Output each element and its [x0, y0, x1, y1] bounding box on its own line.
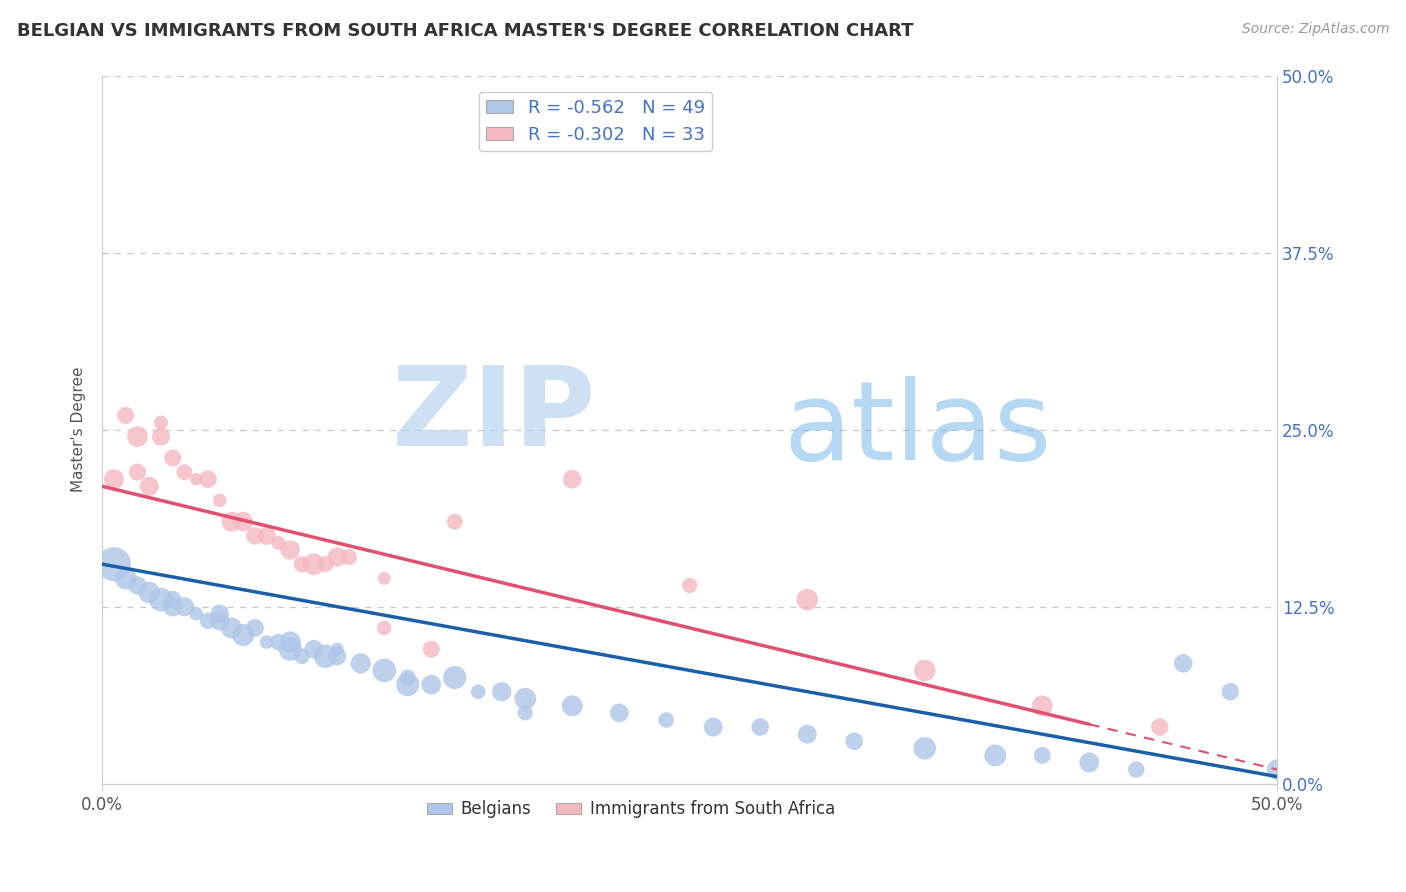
- Point: [796, 727, 818, 741]
- Point: [103, 472, 125, 486]
- Point: [1031, 748, 1053, 763]
- Point: [243, 529, 266, 543]
- Point: [420, 677, 443, 691]
- Point: [162, 599, 184, 614]
- Point: [561, 472, 583, 486]
- Point: [515, 691, 537, 706]
- Y-axis label: Master's Degree: Master's Degree: [72, 367, 86, 492]
- Point: [208, 614, 231, 628]
- Point: [114, 571, 136, 585]
- Point: [103, 557, 125, 571]
- Point: [420, 642, 443, 657]
- Point: [221, 515, 243, 529]
- Point: [291, 557, 314, 571]
- Point: [197, 472, 219, 486]
- Point: [1265, 763, 1288, 777]
- Point: [350, 657, 373, 671]
- Point: [127, 578, 149, 592]
- Point: [561, 698, 583, 713]
- Point: [162, 450, 184, 465]
- Point: [373, 621, 395, 635]
- Point: [232, 515, 254, 529]
- Point: [326, 550, 349, 565]
- Point: [749, 720, 772, 734]
- Text: Source: ZipAtlas.com: Source: ZipAtlas.com: [1241, 22, 1389, 37]
- Point: [149, 430, 172, 444]
- Point: [162, 592, 184, 607]
- Point: [138, 479, 160, 493]
- Point: [1219, 684, 1241, 698]
- Point: [278, 642, 301, 657]
- Point: [1078, 756, 1101, 770]
- Point: [267, 536, 290, 550]
- Point: [396, 677, 419, 691]
- Point: [702, 720, 724, 734]
- Point: [1125, 763, 1147, 777]
- Point: [396, 671, 419, 685]
- Point: [796, 592, 818, 607]
- Point: [127, 465, 149, 479]
- Point: [149, 416, 172, 430]
- Point: [149, 592, 172, 607]
- Point: [844, 734, 866, 748]
- Point: [326, 642, 349, 657]
- Point: [984, 748, 1007, 763]
- Point: [127, 430, 149, 444]
- Point: [267, 635, 290, 649]
- Point: [491, 684, 513, 698]
- Point: [208, 607, 231, 621]
- Point: [173, 599, 195, 614]
- Point: [314, 649, 336, 664]
- Point: [914, 664, 936, 678]
- Text: BELGIAN VS IMMIGRANTS FROM SOUTH AFRICA MASTER'S DEGREE CORRELATION CHART: BELGIAN VS IMMIGRANTS FROM SOUTH AFRICA …: [17, 22, 914, 40]
- Point: [291, 649, 314, 664]
- Point: [186, 607, 208, 621]
- Point: [1031, 698, 1053, 713]
- Point: [607, 706, 630, 720]
- Point: [232, 628, 254, 642]
- Text: ZIP: ZIP: [392, 362, 596, 469]
- Point: [679, 578, 702, 592]
- Point: [337, 550, 360, 565]
- Point: [197, 614, 219, 628]
- Point: [443, 671, 465, 685]
- Point: [114, 409, 136, 423]
- Point: [467, 684, 489, 698]
- Point: [243, 621, 266, 635]
- Point: [208, 493, 231, 508]
- Point: [256, 529, 278, 543]
- Point: [302, 642, 325, 657]
- Point: [655, 713, 678, 727]
- Point: [443, 515, 465, 529]
- Point: [373, 664, 395, 678]
- Point: [1173, 657, 1195, 671]
- Point: [186, 472, 208, 486]
- Point: [314, 557, 336, 571]
- Point: [278, 543, 301, 558]
- Point: [138, 585, 160, 599]
- Point: [278, 635, 301, 649]
- Point: [515, 706, 537, 720]
- Text: atlas: atlas: [783, 376, 1052, 483]
- Point: [256, 635, 278, 649]
- Point: [914, 741, 936, 756]
- Point: [302, 557, 325, 571]
- Point: [373, 571, 395, 585]
- Point: [221, 621, 243, 635]
- Point: [326, 649, 349, 664]
- Legend: Belgians, Immigrants from South Africa: Belgians, Immigrants from South Africa: [420, 794, 841, 825]
- Point: [1149, 720, 1171, 734]
- Point: [173, 465, 195, 479]
